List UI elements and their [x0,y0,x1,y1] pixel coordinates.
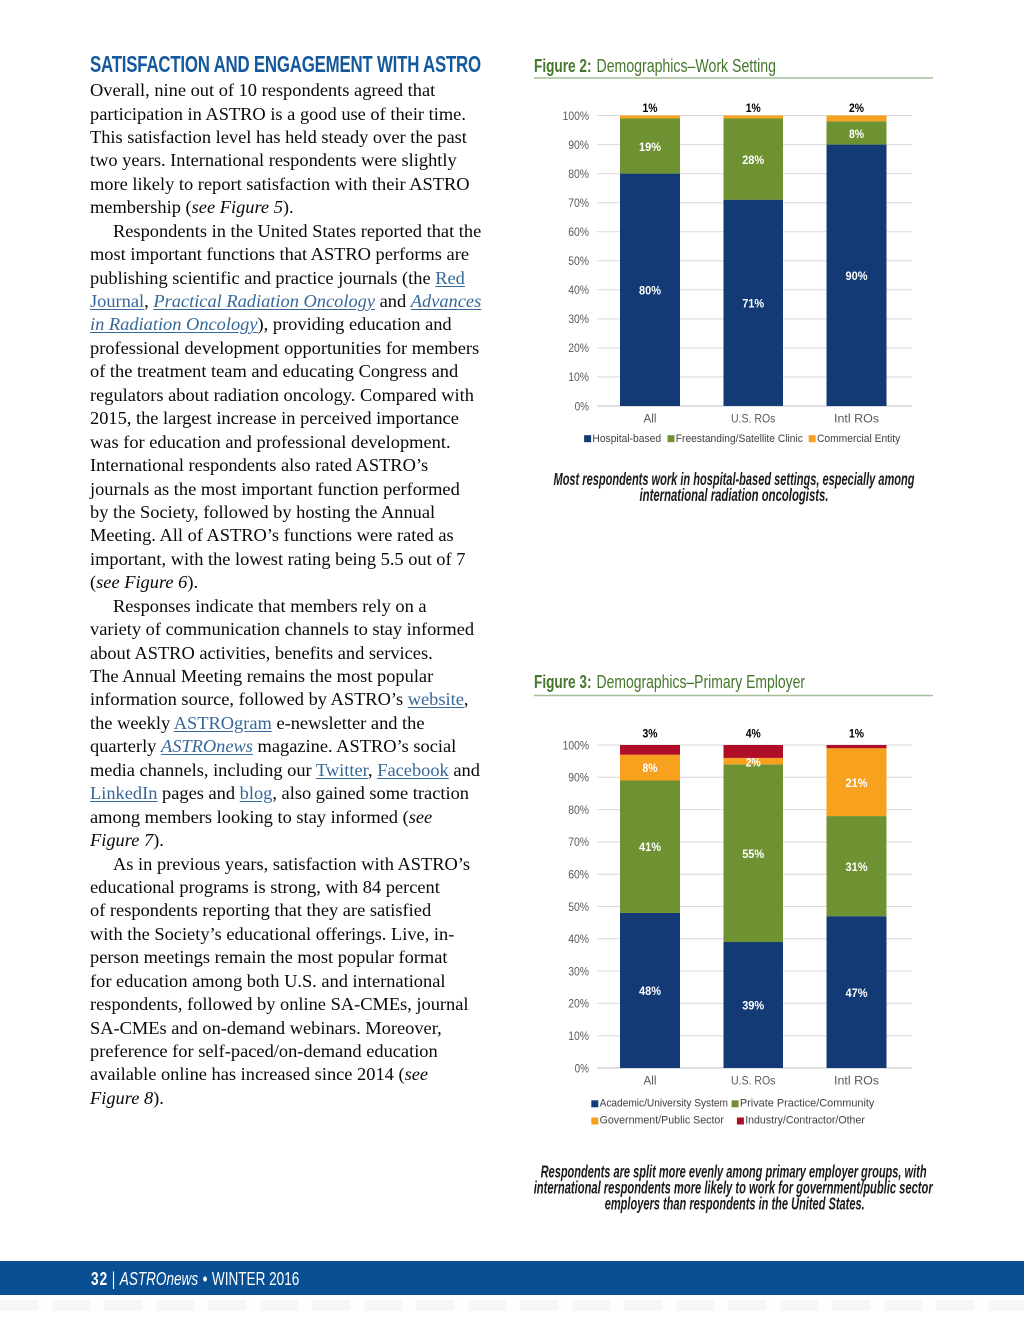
svg-text:2%: 2% [746,755,761,769]
svg-text:Figure 2:: Figure 2: [534,55,592,76]
svg-text:1%: 1% [643,101,658,115]
svg-text:70%: 70% [568,196,589,210]
svg-text:0%: 0% [575,399,589,413]
svg-text:50%: 50% [568,254,589,268]
svg-text:55%: 55% [742,847,764,861]
svg-text:90%: 90% [568,138,589,152]
svg-text:8%: 8% [643,761,658,775]
svg-text:Figure 3:: Figure 3: [534,671,592,692]
svg-text:40%: 40% [568,932,589,946]
svg-text:Respondents are split more eve: Respondents are split more evenly among … [541,1162,927,1182]
svg-text:71%: 71% [742,297,764,311]
svg-text:20%: 20% [568,341,589,355]
svg-text:30%: 30% [568,964,589,978]
svg-text:31%: 31% [846,860,868,874]
svg-text:90%: 90% [568,771,589,785]
svg-text:19%: 19% [639,140,661,154]
svg-text:Commercial Entity: Commercial Entity [817,433,901,445]
svg-text:U.S. ROs: U.S. ROs [731,1076,776,1088]
svg-text:41%: 41% [639,840,661,854]
svg-text:Demographics–Work Setting: Demographics–Work Setting [597,55,777,76]
svg-text:28%: 28% [742,153,764,167]
svg-text:90%: 90% [846,269,868,283]
svg-text:All: All [644,1076,657,1088]
svg-text:8%: 8% [849,127,864,141]
svg-text:Academic/University System: Academic/University System [600,1097,728,1109]
svg-text:70%: 70% [568,835,589,849]
svg-text:50%: 50% [568,900,589,914]
svg-text:Government/Public Sector: Government/Public Sector [600,1114,725,1126]
svg-text:All: All [644,414,657,426]
svg-text:60%: 60% [568,868,589,882]
svg-text:2%: 2% [849,101,864,115]
svg-text:20%: 20% [568,997,589,1011]
svg-text:80%: 80% [568,167,589,181]
svg-text:3%: 3% [643,727,658,741]
svg-text:Industry/Contractor/Other: Industry/Contractor/Other [745,1114,865,1126]
svg-text:10%: 10% [568,370,589,384]
svg-text:Demographics–Primary Employer: Demographics–Primary Employer [597,671,806,692]
svg-text:80%: 80% [639,284,661,298]
svg-text:30%: 30% [568,312,589,326]
svg-text:40%: 40% [568,283,589,297]
svg-text:48%: 48% [639,984,661,998]
svg-text:international respondents more: international respondents more likely to… [534,1178,934,1198]
svg-text:47%: 47% [846,986,868,1000]
svg-text:international radiation oncolo: international radiation oncologists. [640,485,829,505]
svg-text:80%: 80% [568,803,589,817]
svg-text:Most respondents work in hospi: Most respondents work in hospital-based … [554,469,915,489]
svg-text:0%: 0% [575,1061,589,1075]
svg-text:1%: 1% [849,727,864,741]
svg-text:10%: 10% [568,1029,589,1043]
svg-text:Private Practice/Community: Private Practice/Community [740,1097,875,1109]
svg-text:21%: 21% [846,776,868,790]
svg-text:Hospital-based: Hospital-based [592,433,661,445]
svg-text:U.S. ROs: U.S. ROs [731,414,776,426]
svg-text:1%: 1% [746,101,761,115]
svg-text:100%: 100% [563,109,589,123]
svg-text:employers than respondents in: employers than respondents in the United… [605,1194,865,1214]
svg-text:60%: 60% [568,225,589,239]
svg-text:Intl ROs: Intl ROs [834,414,879,426]
svg-text:Freestanding/Satellite Clinic: Freestanding/Satellite Clinic [676,433,804,445]
svg-text:100%: 100% [563,738,589,752]
svg-text:39%: 39% [742,999,764,1013]
svg-text:4%: 4% [746,727,761,741]
svg-text:Intl ROs: Intl ROs [834,1076,879,1088]
